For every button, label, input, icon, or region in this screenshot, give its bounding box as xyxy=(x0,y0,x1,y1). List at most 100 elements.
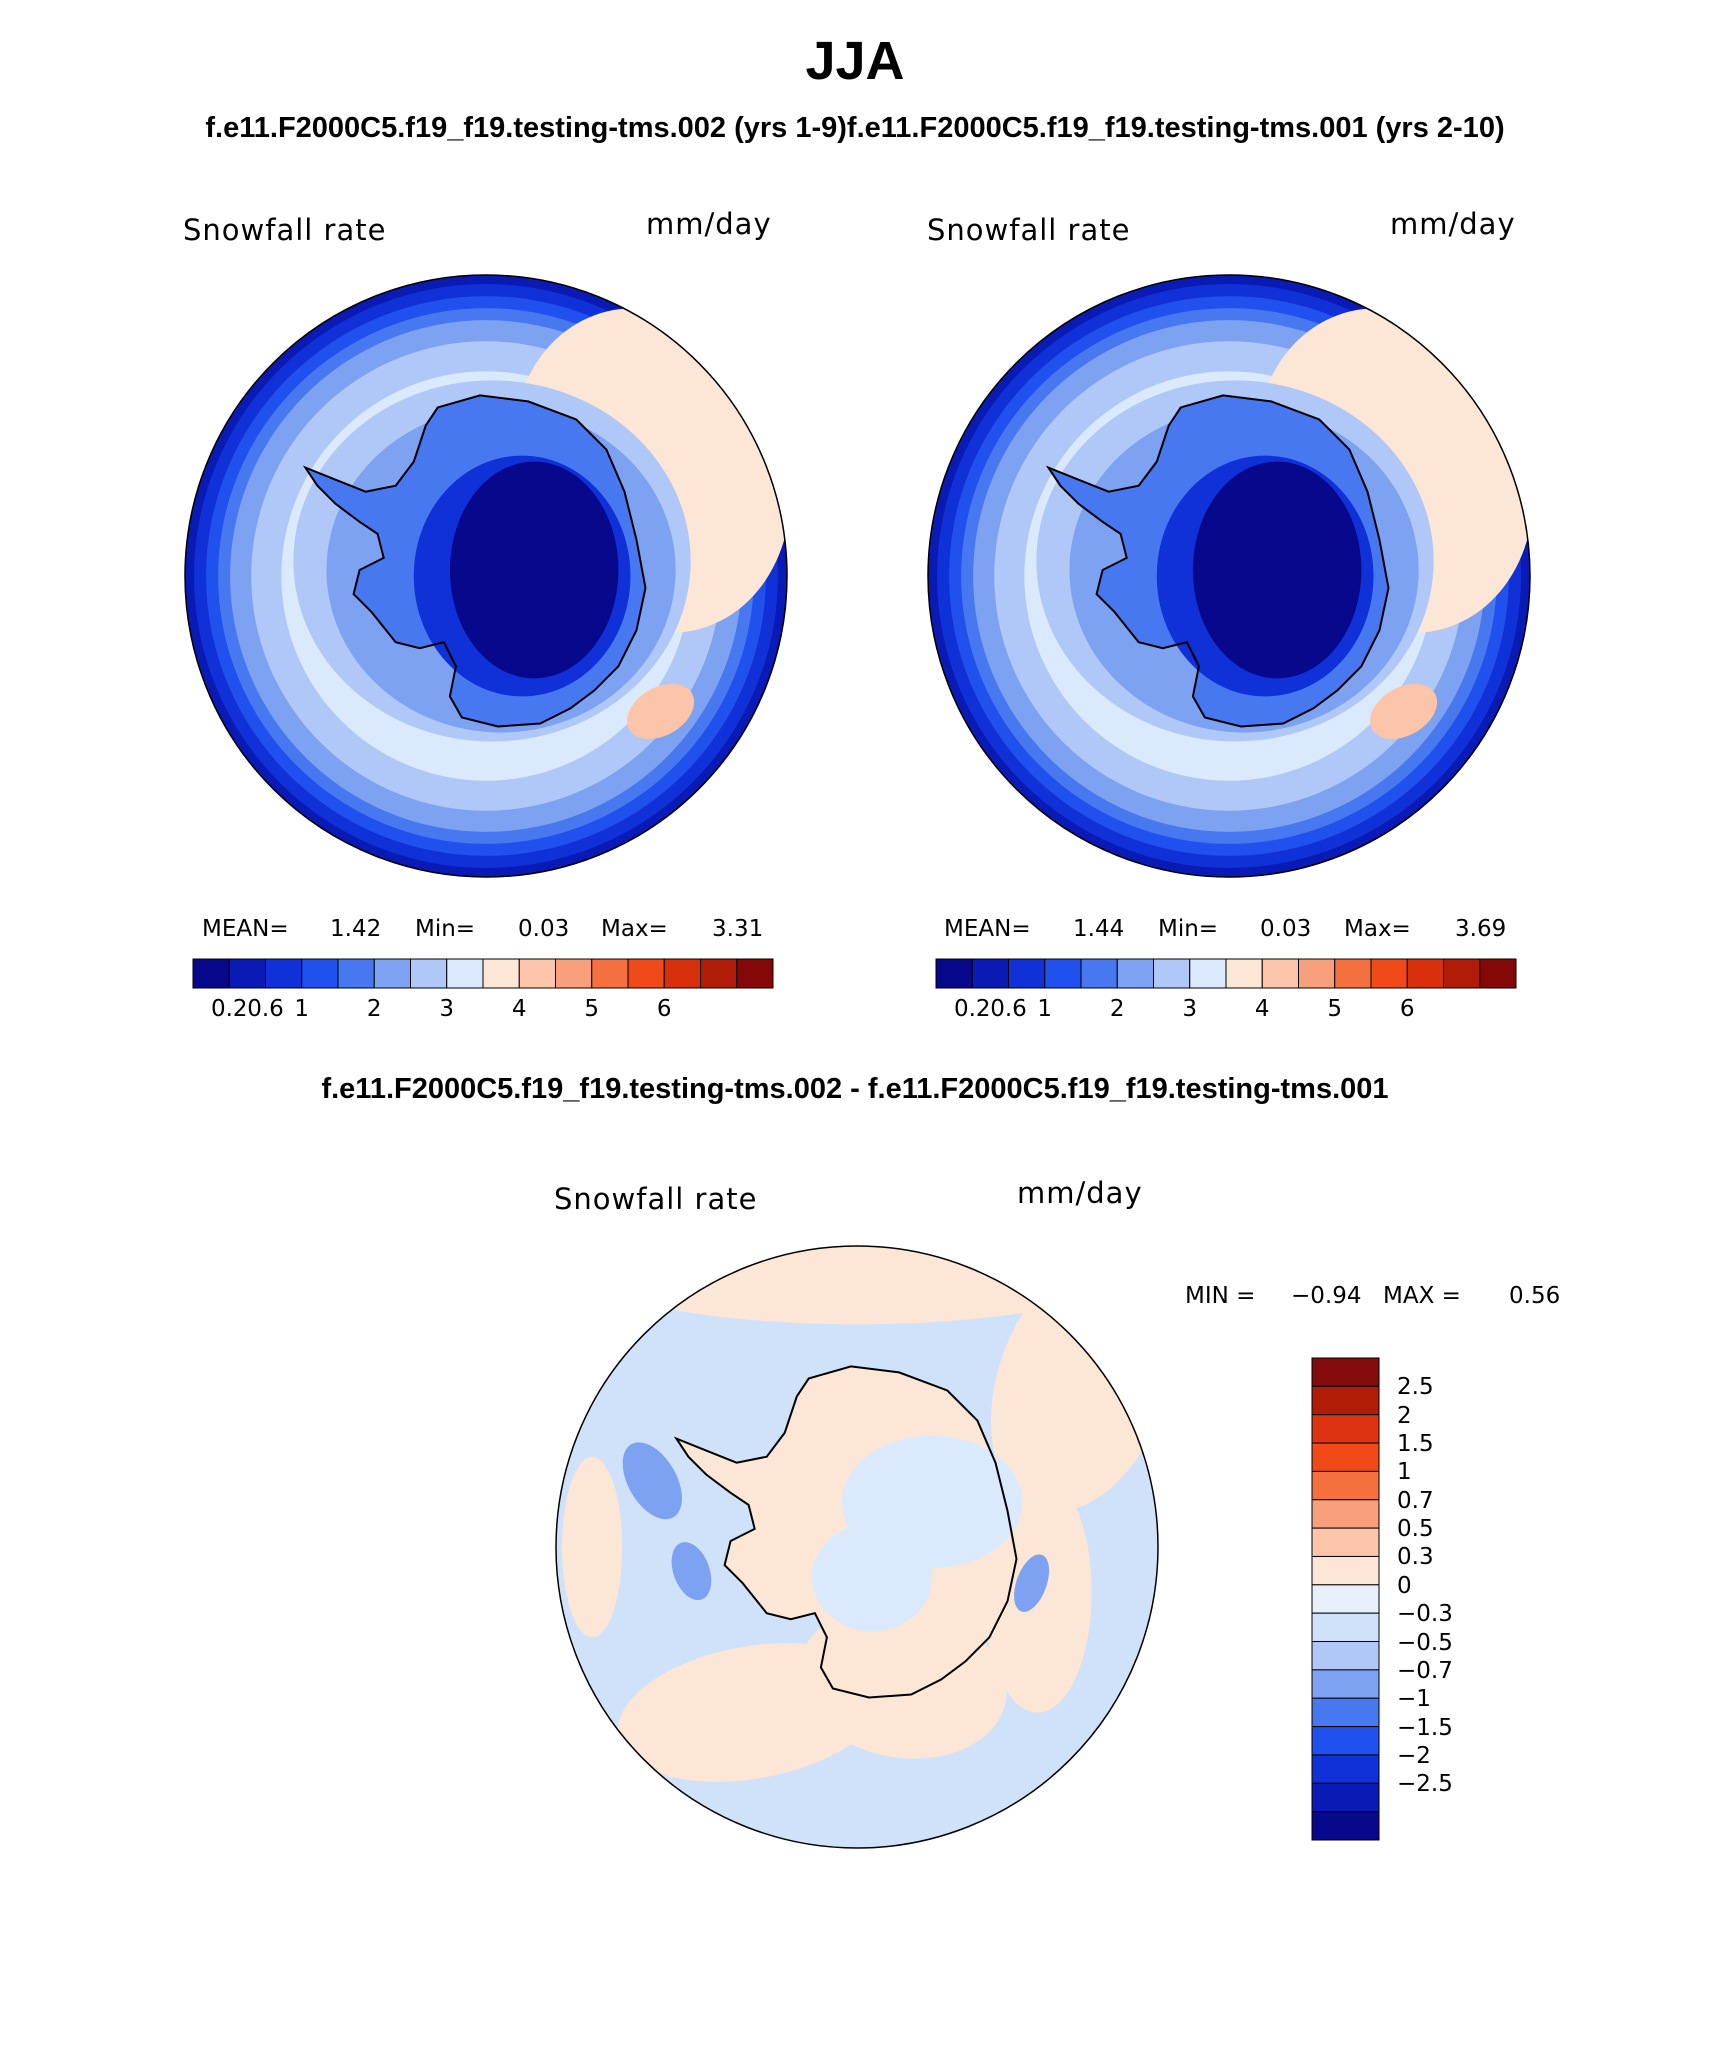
interior-core xyxy=(449,461,619,679)
panel1-units-label: mm/day xyxy=(646,207,772,241)
colorbar-tick-label: 3 xyxy=(1182,996,1198,1022)
panel1-mean-label: MEAN= xyxy=(202,916,289,942)
negative-anomaly xyxy=(622,1442,682,1520)
colorbar-tick-label: −0.7 xyxy=(1397,1657,1453,1684)
colorbar-swatch xyxy=(1311,1414,1380,1444)
colorbar-swatch xyxy=(1311,1584,1380,1614)
colorbar-swatch xyxy=(1044,958,1082,989)
colorbar-swatch xyxy=(482,958,520,989)
colorbar-tick-label: 5 xyxy=(1327,996,1343,1022)
colorbar-tick-label: 2.5 xyxy=(1397,1374,1434,1401)
panel2-max-label: Max= xyxy=(1344,916,1411,942)
colorbar-swatch xyxy=(1311,1385,1380,1416)
colorbar-swatch xyxy=(1311,1669,1380,1699)
colorbar-horizontal-1 xyxy=(192,958,774,989)
colorbar-swatch xyxy=(228,958,266,989)
map-fill-layer xyxy=(185,275,787,877)
diff-max-label: MAX = xyxy=(1383,1283,1461,1309)
diff-min-value: −0.94 xyxy=(1291,1283,1362,1309)
colorbar-swatch xyxy=(1080,958,1118,989)
colorbar-swatch xyxy=(1225,958,1263,989)
negative-anomaly xyxy=(1014,1554,1050,1612)
coastline xyxy=(1045,394,1390,728)
colorbar-tick-label: 0.6 xyxy=(247,996,284,1022)
diff-units-label: mm/day xyxy=(1017,1176,1143,1210)
colorbar-swatch xyxy=(1311,1811,1380,1841)
colorbar-swatch xyxy=(1311,1697,1380,1728)
panel2-mean-value: 1.44 xyxy=(1073,916,1125,942)
colorbar-swatch xyxy=(1311,1470,1380,1501)
colorbar-swatch xyxy=(1298,958,1336,989)
panel2-units-label: mm/day xyxy=(1390,207,1516,241)
colorbar-swatch xyxy=(301,958,339,989)
panel2-variable-label: Snowfall rate xyxy=(927,213,1131,247)
panel1-max-label: Max= xyxy=(601,916,668,942)
colorbar-tick-label: 1 xyxy=(1397,1459,1412,1486)
colorbar-swatch xyxy=(1153,958,1191,989)
colorbar-vertical-diff xyxy=(1311,1357,1380,1841)
panel2-max-value: 3.69 xyxy=(1455,916,1507,942)
colorbar-swatch xyxy=(410,958,448,989)
colorbar-tick-label: −1 xyxy=(1397,1686,1431,1713)
colorbar-swatch xyxy=(591,958,629,989)
colorbar-tick-label: 0.3 xyxy=(1397,1544,1434,1571)
colorbar-swatch xyxy=(265,958,303,989)
colorbar-swatch xyxy=(1116,958,1154,989)
colorbar-swatch xyxy=(736,958,774,989)
colorbar-swatch xyxy=(446,958,484,989)
panel2-mean-label: MEAN= xyxy=(944,916,1031,942)
panel1-min-label: Min= xyxy=(415,916,476,942)
colorbar-tick-label: 0.6 xyxy=(990,996,1027,1022)
colorbar-swatch xyxy=(1311,1782,1380,1813)
colorbar-tick-label: 0.2 xyxy=(210,996,248,1022)
coastline xyxy=(673,1365,1018,1699)
colorbar-swatch xyxy=(1406,958,1444,989)
colorbar-swatch xyxy=(555,958,593,989)
colorbar-horizontal-2 xyxy=(935,958,1517,989)
colorbar-swatch xyxy=(1311,1357,1380,1387)
panel2-min-label: Min= xyxy=(1158,916,1219,942)
colorbar-tick-label: −0.5 xyxy=(1397,1629,1453,1656)
difference-subtitle: f.e11.F2000C5.f19_f19.testing-tms.002 - … xyxy=(321,1073,1389,1105)
colorbar-tick-label: 0.7 xyxy=(1397,1487,1434,1514)
colorbar-tick-label: 6 xyxy=(1399,996,1415,1022)
colorbar-swatch xyxy=(627,958,665,989)
map-fill-layer xyxy=(556,1246,1158,1848)
colorbar-tick-label: 1 xyxy=(1037,996,1053,1022)
snowfall-map-panel-2 xyxy=(927,274,1531,878)
colorbar-swatch xyxy=(971,958,1009,989)
colorbar-swatch xyxy=(1008,958,1046,989)
colorbar-tick-label: −2 xyxy=(1397,1742,1431,1769)
colorbar-swatch xyxy=(1311,1442,1380,1472)
panel1-variable-label: Snowfall rate xyxy=(183,213,387,247)
near-zero-area xyxy=(811,1522,933,1632)
interior-core xyxy=(1192,461,1362,679)
colorbar-tick-label: 0 xyxy=(1397,1572,1412,1599)
colorbar-tick-label: 3 xyxy=(439,996,455,1022)
experiment-subtitle: f.e11.F2000C5.f19_f19.testing-tms.002 (y… xyxy=(205,112,1505,144)
map-border xyxy=(555,1245,1159,1849)
colorbar-swatch xyxy=(1189,958,1227,989)
colorbar-swatch xyxy=(1311,1641,1380,1671)
colorbar-tick-label: 5 xyxy=(584,996,600,1022)
low-snowfall-patch xyxy=(1370,683,1438,740)
colorbar-tick-label: 0.5 xyxy=(1397,1516,1434,1543)
colorbar-swatch xyxy=(1311,1726,1380,1756)
colorbar-tick-label: 4 xyxy=(511,996,527,1022)
colorbar-swatch xyxy=(1479,958,1517,989)
colorbar-swatch xyxy=(337,958,375,989)
colorbar-swatch xyxy=(1334,958,1372,989)
map-fill-layer xyxy=(928,275,1530,877)
colorbar-swatch xyxy=(1311,1527,1380,1557)
colorbar-tick-label: 2 xyxy=(1397,1402,1412,1429)
diff-variable-label: Snowfall rate xyxy=(554,1182,758,1216)
colorbar-swatch xyxy=(663,958,701,989)
diff-max-value: 0.56 xyxy=(1509,1283,1561,1309)
panel1-max-value: 3.31 xyxy=(712,916,764,942)
colorbar-swatch xyxy=(1311,1754,1380,1784)
colorbar-tick-label: 0.2 xyxy=(953,996,991,1022)
colorbar-swatch xyxy=(518,958,556,989)
positive-anomaly xyxy=(586,1246,1128,1325)
diff-min-label: MIN = xyxy=(1185,1283,1256,1309)
